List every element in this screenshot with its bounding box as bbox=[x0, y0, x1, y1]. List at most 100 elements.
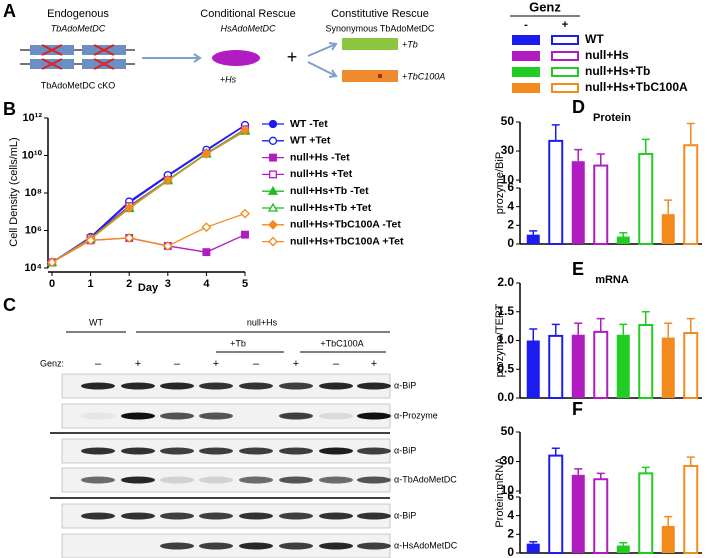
y-tick-label: 50 bbox=[501, 114, 515, 128]
y-tick-label: 30 bbox=[501, 454, 515, 468]
legend-swatch bbox=[512, 83, 540, 93]
legend-swatch bbox=[551, 35, 579, 45]
legend-swatch bbox=[512, 67, 540, 77]
y-tick-label: 10 bbox=[501, 483, 515, 497]
y-tick-label: 0.5 bbox=[497, 361, 514, 375]
gene-label: TbAdoMetDC cKO bbox=[41, 80, 116, 90]
error-bar bbox=[551, 124, 560, 141]
marker bbox=[124, 203, 135, 213]
bar bbox=[616, 334, 630, 398]
band bbox=[357, 542, 391, 550]
marker bbox=[268, 236, 278, 247]
marker bbox=[201, 222, 212, 233]
bar bbox=[593, 330, 609, 399]
band bbox=[121, 476, 155, 484]
band bbox=[160, 542, 194, 550]
error-bar bbox=[596, 317, 605, 332]
group-label: null+Hs bbox=[247, 317, 278, 327]
band bbox=[199, 476, 233, 484]
legend-label: null+Hs -Tet bbox=[290, 151, 350, 163]
error-bar bbox=[574, 322, 583, 335]
marker bbox=[240, 125, 250, 136]
error-bar bbox=[551, 323, 560, 336]
band bbox=[279, 447, 313, 455]
marker bbox=[269, 170, 277, 179]
legend-label: WT -Tet bbox=[290, 118, 328, 130]
x-tick-label: 3 bbox=[165, 278, 171, 290]
bar bbox=[661, 525, 675, 553]
band bbox=[81, 476, 115, 484]
marker bbox=[201, 149, 212, 159]
legend-title: Genz bbox=[529, 0, 561, 14]
bar-charts: DProteinprozyme/BiP0246103050EmRNAprozym… bbox=[494, 97, 702, 558]
band bbox=[279, 542, 313, 550]
y-tick-label: 2 bbox=[507, 218, 514, 232]
heading: Endogenous bbox=[47, 8, 109, 20]
genz-sign: + bbox=[213, 358, 219, 370]
bar bbox=[661, 214, 675, 244]
y-tick-label: 2 bbox=[507, 527, 514, 541]
band bbox=[199, 382, 233, 390]
marker bbox=[267, 202, 279, 212]
heading: Constitutive Rescue bbox=[331, 8, 429, 20]
gene-label: Synonymous TbAdoMetDC bbox=[326, 23, 435, 33]
error-bar bbox=[686, 456, 695, 466]
bar bbox=[526, 543, 540, 553]
band bbox=[357, 382, 391, 390]
construct-label: +TbC100A bbox=[402, 71, 445, 81]
genz-legend: WT null+Hs null+Hs+Tb null+Hs+TbC100A bbox=[512, 32, 688, 94]
genz-sign: + bbox=[371, 358, 377, 370]
plus-sign: + bbox=[287, 47, 298, 67]
y-tick-label: 1.0 bbox=[497, 333, 514, 347]
antibody-label: α-HsAdoMetDC bbox=[394, 540, 458, 550]
bar bbox=[571, 334, 585, 398]
bar bbox=[571, 474, 585, 553]
bar bbox=[593, 478, 609, 554]
marker bbox=[162, 175, 173, 186]
band bbox=[160, 447, 194, 455]
legend-label: null+Hs+TbC100A bbox=[585, 80, 688, 94]
y-tick-label: 10⁶ bbox=[25, 224, 42, 236]
series-line bbox=[51, 212, 246, 263]
marker bbox=[267, 185, 279, 195]
legend-label: WT +Tet bbox=[290, 135, 331, 147]
error-bar bbox=[529, 230, 538, 235]
tb-construct bbox=[342, 38, 398, 50]
genz-sign: – bbox=[95, 358, 102, 370]
legend-label: null+Hs+Tb bbox=[585, 64, 650, 78]
legend-label: WT bbox=[585, 32, 604, 46]
bar bbox=[548, 454, 564, 554]
band bbox=[81, 382, 115, 390]
band bbox=[279, 476, 313, 484]
panel-label: B bbox=[3, 99, 16, 119]
series-line bbox=[51, 129, 246, 263]
y-tick-label: 6 bbox=[507, 180, 514, 194]
error-bar bbox=[619, 232, 628, 237]
x-tick-label: 4 bbox=[203, 278, 210, 290]
bar bbox=[548, 139, 564, 245]
band bbox=[199, 542, 233, 550]
legend-label: null+Hs+Tb -Tet bbox=[290, 185, 369, 197]
band bbox=[319, 512, 353, 520]
group-label: +TbC100A bbox=[320, 338, 363, 348]
genz-sign: + bbox=[293, 358, 299, 370]
band bbox=[160, 476, 194, 484]
legend-label: null+Hs +Tet bbox=[290, 168, 353, 180]
y-tick-label: 10¹⁰ bbox=[22, 149, 43, 161]
band bbox=[199, 512, 233, 520]
x-tick-label: 1 bbox=[88, 278, 94, 290]
error-bar bbox=[596, 472, 605, 480]
error-bar bbox=[664, 322, 673, 338]
band bbox=[357, 476, 391, 484]
band bbox=[199, 412, 233, 420]
error-bar bbox=[529, 328, 538, 341]
legend-label: null+Hs+TbC100A -Tet bbox=[290, 219, 401, 231]
legend-swatch bbox=[551, 83, 579, 93]
error-bar bbox=[641, 138, 650, 154]
arrows bbox=[142, 42, 338, 78]
y-tick-label: 10¹² bbox=[22, 112, 42, 124]
marker bbox=[124, 233, 135, 243]
panel-label: C bbox=[3, 295, 16, 315]
panel-label: A bbox=[3, 1, 16, 21]
